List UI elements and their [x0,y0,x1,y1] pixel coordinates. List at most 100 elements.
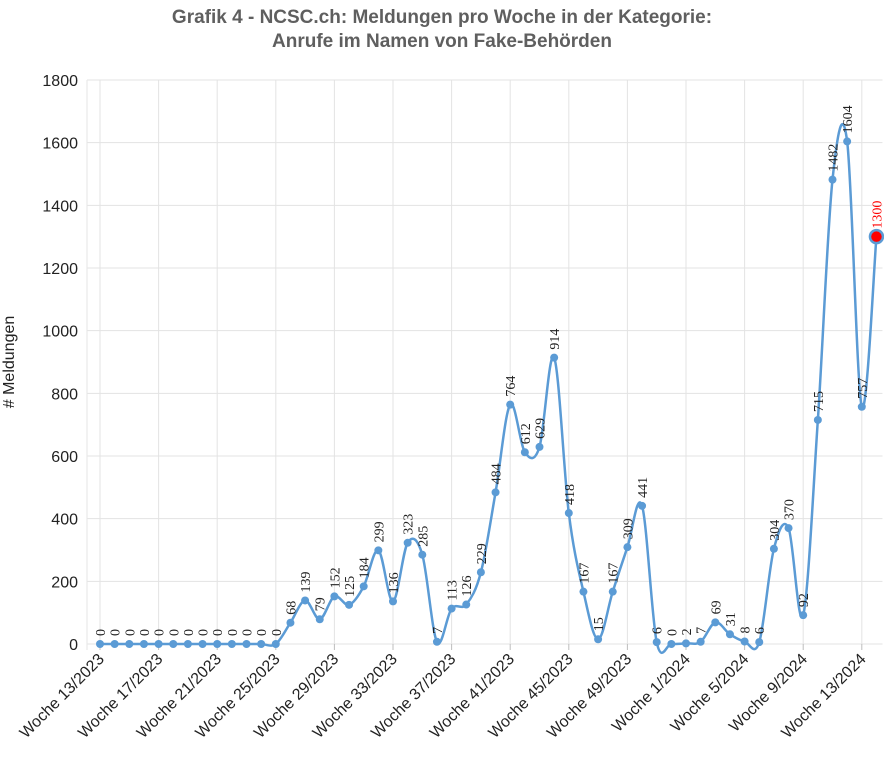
data-label: 715 [812,391,827,412]
data-label: 7 [695,627,710,634]
data-label: 0 [270,629,285,636]
data-label: 0 [665,629,680,636]
data-point [652,638,661,647]
data-label: 167 [577,563,592,584]
data-point [139,640,148,648]
y-tick-label: 1200 [42,261,78,278]
data-point [462,600,471,609]
data-label: 68 [284,601,299,615]
y-tick-label: 1000 [42,324,78,341]
data-point [330,592,339,601]
data-point [623,543,632,552]
data-point [740,637,749,646]
data-label-highlight: 1300 [870,201,884,229]
data-label: 0 [211,629,226,636]
data-point [638,501,647,510]
series-line-layer [100,123,878,655]
data-point [799,611,808,620]
data-label: 0 [138,629,153,636]
data-label: 15 [592,617,607,631]
data-point [213,640,222,648]
data-point [828,175,837,184]
y-tick-label: 1600 [42,136,78,153]
data-label: 612 [519,423,534,444]
chart-title-line-2: Anrufe im Namen von Fake-Behörden [272,31,612,52]
data-label: 7 [431,627,446,634]
data-point [183,640,192,648]
data-point [682,639,690,648]
data-point [359,582,368,591]
data-point [374,546,383,555]
chart-title-line-1: Grafik 4 - NCSC.ch: Meldungen pro Woche … [171,7,713,28]
data-points [96,137,884,648]
data-point [227,640,236,648]
data-label: 914 [548,329,563,350]
gridlines [87,79,883,645]
data-point [447,604,456,613]
data-label: 92 [797,593,812,607]
data-label: 757 [856,378,871,399]
data-point [476,568,485,577]
data-label: 0 [153,629,168,636]
data-label: 1482 [827,144,842,172]
data-label: 764 [504,376,519,397]
data-label: 441 [636,477,651,498]
data-point [813,415,822,424]
data-point [110,640,119,648]
data-point [271,640,280,648]
data-label: 152 [328,567,343,588]
data-label: 136 [387,572,402,593]
data-label: 125 [343,576,358,597]
data-label: 0 [255,629,270,636]
data-point [491,488,500,497]
data-point [594,635,603,644]
series-line [100,123,878,655]
data-point [843,137,852,146]
data-label: 0 [226,629,241,636]
data-point [96,640,104,648]
data-label: 629 [534,418,549,439]
data-point-highlight [868,228,884,245]
data-label: 0 [241,629,256,636]
data-point [535,442,544,451]
data-point [198,640,207,648]
data-label: 184 [358,557,373,578]
data-point [667,640,676,648]
data-point [564,509,573,518]
data-label: 79 [314,597,329,611]
data-label: 139 [299,571,314,592]
data-label: 0 [197,629,212,636]
data-label: 167 [607,563,622,584]
data-label: 69 [709,600,724,614]
data-point [784,524,793,533]
data-label: 0 [123,629,138,636]
y-tick-label: 600 [51,449,78,466]
data-label: 0 [167,629,182,636]
data-label: 0 [182,629,197,636]
y-tick-label: 0 [69,637,78,654]
data-point [608,587,617,596]
data-point [154,640,163,648]
data-point [169,640,178,648]
data-point [711,618,720,627]
data-label: 418 [563,484,578,505]
data-point [286,618,295,627]
data-label: 309 [621,518,636,539]
data-label: 304 [768,520,783,541]
data-point [125,640,134,648]
y-axis-label: # Meldungen [1,316,18,409]
data-point [301,596,310,605]
chart-title: Grafik 4 - NCSC.ch: Meldungen pro Woche … [0,6,884,54]
data-point [857,402,866,411]
y-tick-label: 1800 [42,73,78,90]
data-label: 370 [783,499,798,520]
data-point [579,587,588,596]
data-point [432,637,441,646]
data-label: 6 [753,627,768,634]
data-point [520,448,529,457]
data-point [755,638,764,647]
data-point [418,550,427,559]
data-label: 6 [651,627,666,634]
data-label: 229 [475,543,490,564]
